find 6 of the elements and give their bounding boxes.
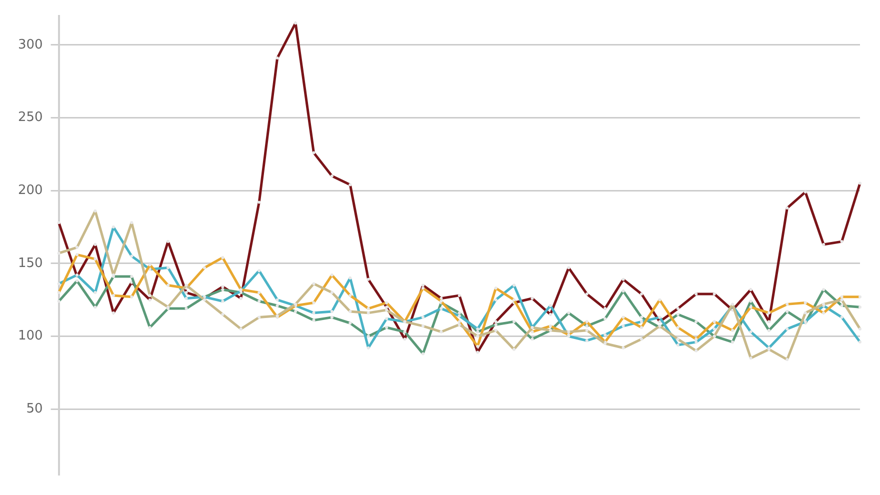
y-tick-label: 50 bbox=[26, 401, 43, 416]
y-tick-label: 150 bbox=[18, 256, 43, 271]
y-tick-label: 300 bbox=[18, 37, 43, 52]
y-tick-label: 100 bbox=[18, 328, 43, 344]
y-tick-label: 250 bbox=[18, 110, 43, 126]
y-tick-label: 200 bbox=[18, 182, 43, 198]
